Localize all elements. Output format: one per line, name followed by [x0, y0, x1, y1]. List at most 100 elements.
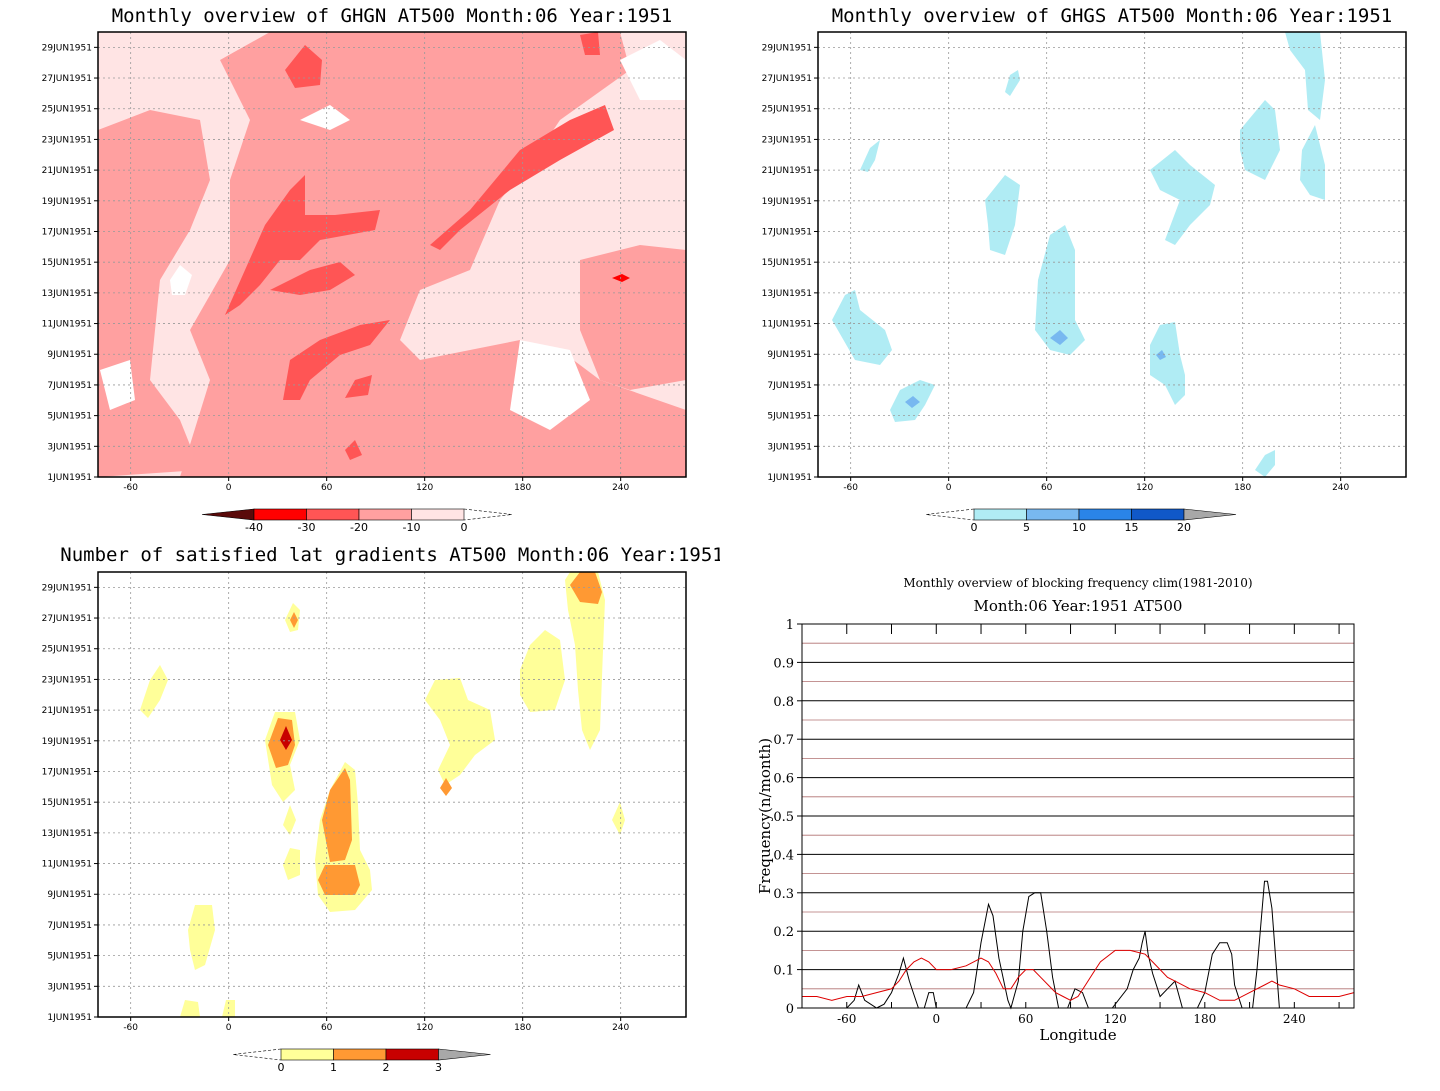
ghgs-colorbar-swatch [1078, 508, 1132, 521]
ghgn-contour-mid [285, 45, 322, 88]
ghgn-colorbar-swatch [358, 508, 412, 521]
ghgs-colorbar-tick: 15 [1125, 521, 1139, 534]
ghgs-colorbar-left-cap [925, 508, 975, 521]
ghgs-contour-light [1005, 70, 1020, 96]
ghgn-y-tick-label: 11JUN1951 [42, 320, 92, 330]
ghgn-plot-area: 1JUN1951 3JUN1951 5JUN1951 7JUN1951 9JUN1951… [42, 31, 687, 493]
freq-subtitle: Month:06 Year:1951 AT500 [974, 597, 1183, 615]
freq-y-tick-label: 0.2 [773, 925, 794, 940]
ghgs-colorbar: 0 5 10 15 20 [925, 508, 1237, 534]
ghgn-y-tick-label: 13JUN1951 [42, 289, 92, 299]
ghgn-y-tick-label: 9JUN1951 [47, 350, 92, 360]
ghgn-colorbar-swatch [253, 508, 307, 521]
ghgn-y-tick-label: 15JUN1951 [42, 258, 92, 268]
grad-y-tick-label: 13JUN1951 [42, 829, 92, 839]
ghgn-colorbar-tick: -20 [350, 521, 368, 534]
ghgs-contour-light [1255, 450, 1275, 477]
grad-x-tick-label: 120 [416, 1023, 433, 1033]
grad-y-tick-label: 9JUN1951 [47, 890, 92, 900]
ghgn-y-tick-label: 27JUN1951 [42, 74, 92, 84]
ghgs-y-tick-label: 7JUN1951 [767, 381, 812, 391]
ghgn-contour-mid [430, 105, 614, 250]
ghgn-panel: Monthly overview of GHGN AT500 Month:06 … [0, 0, 720, 540]
grad-colorbar-tick: 2 [383, 1061, 390, 1074]
ghgn-y-tick-label: 17JUN1951 [42, 227, 92, 237]
grad-colorbar-left-cap [232, 1048, 282, 1061]
grad-grid [98, 572, 686, 1018]
grad-x-tick-label: -60 [123, 1023, 138, 1033]
grad-y-tick-label: 1JUN1951 [47, 1013, 92, 1023]
grad-y-tick-label: 29JUN1951 [42, 583, 92, 593]
grad-x-tick-label: 240 [612, 1023, 629, 1033]
ghgs-contour-mid [1156, 350, 1166, 360]
grad-contour-orange [290, 612, 298, 628]
ghgs-colorbar-swatch [973, 508, 1027, 521]
grad-colorbar-swatch [333, 1048, 387, 1061]
grad-y-tick-label: 5JUN1951 [47, 952, 92, 962]
ghgs-frame [817, 31, 1407, 478]
freq-panel: Monthly overview of blocking frequency c… [720, 540, 1440, 1091]
ghgs-y-tick-label: 25JUN1951 [762, 105, 812, 115]
grad-contour-orange [322, 768, 352, 862]
ghgs-y-tick-label: 15JUN1951 [762, 258, 812, 268]
ghgn-colorbar-tick: -10 [403, 521, 421, 534]
ghgs-y-tick-label: 1JUN1951 [767, 473, 812, 483]
ghgn-contour-light [580, 245, 686, 390]
ghgs-contour-mid [1050, 330, 1068, 345]
ghgn-y-tick-label: 3JUN1951 [47, 442, 92, 452]
ghgn-y-tick-label: 5JUN1951 [47, 412, 92, 422]
ghgs-plot-area: 1JUN1951 3JUN1951 5JUN1951 7JUN1951 9JUN1951… [762, 31, 1407, 493]
ghgs-x-tick-label: 180 [1234, 483, 1251, 493]
ghgn-colorbar: -40 -30 -20 -10 0 [201, 508, 513, 534]
ghgs-y-tick-label: 9JUN1951 [767, 350, 812, 360]
ghgs-x-tick-label: 120 [1136, 483, 1153, 493]
grad-contour-yellow [565, 572, 605, 750]
grad-y-tick-label: 3JUN1951 [47, 982, 92, 992]
ghgs-contour-mid [905, 396, 920, 408]
ghgn-x-tick-label: 0 [226, 483, 232, 493]
ghgn-x-tick-label: 120 [416, 483, 433, 493]
ghgn-contour-white [300, 105, 350, 130]
ghgn-frame [97, 31, 687, 478]
ghgn-y-tick-label: 29JUN1951 [42, 43, 92, 53]
ghgn-contour-mid [345, 440, 362, 460]
grad-contour-orange [440, 778, 452, 796]
ghgn-contour-mid [283, 320, 390, 400]
ghgs-y-tick-label: 27JUN1951 [762, 74, 812, 84]
freq-chart: Monthly overview of blocking frequency c… [756, 576, 1355, 1044]
ghgn-contour-white [170, 265, 192, 295]
grad-y-tick-label: 19JUN1951 [42, 737, 92, 747]
grad-y-tick-label: 17JUN1951 [42, 767, 92, 777]
ghgs-contour-light [1035, 225, 1085, 355]
ghgs-y-tick-label: 23JUN1951 [762, 135, 812, 145]
ghgn-y-axis: 1JUN1951 3JUN1951 5JUN1951 7JUN1951 9JUN1951… [42, 43, 98, 483]
grad-y-tick-label: 25JUN1951 [42, 645, 92, 655]
ghgn-grid [98, 32, 686, 478]
grad-title: Number of satisfied lat gradients AT500 … [60, 544, 720, 566]
freq-y-axis: 0 0.1 0.2 0.3 0.4 0.5 0.6 0.7 0.8 0.9 1 [773, 618, 802, 1017]
grad-panel: Number of satisfied lat gradients AT500 … [0, 540, 720, 1091]
ghgs-colorbar-right-cap [1183, 508, 1237, 521]
freq-y-tick-label: 0.4 [773, 848, 794, 863]
grad-x-axis: -60 0 60 120 180 240 [123, 1017, 630, 1033]
grad-colorbar-tick: 1 [330, 1061, 337, 1074]
ghgs-contour-light [832, 290, 892, 365]
grad-plot-area: 1JUN1951 3JUN1951 5JUN1951 7JUN1951 9JUN1951… [42, 571, 687, 1033]
grad-contour-yellow [140, 665, 168, 718]
grad-y-tick-label: 15JUN1951 [42, 798, 92, 808]
freq-y-tick-label: 0.6 [773, 772, 794, 787]
grad-y-tick-label: 23JUN1951 [42, 675, 92, 685]
freq-x-tick-label: 120 [1104, 1012, 1127, 1026]
ghgs-contour-light [1150, 322, 1185, 405]
freq-x-tick-label: -60 [837, 1012, 856, 1026]
ghgn-colorbar-left-cap [201, 508, 255, 521]
grad-colorbar-tick: 0 [278, 1061, 285, 1074]
grad-contour-red [280, 726, 292, 750]
ghgs-contour-light [1285, 32, 1325, 120]
ghgn-y-tick-label: 7JUN1951 [47, 381, 92, 391]
freq-y-tick-label: 1 [786, 618, 794, 633]
ghgs-x-axis: -60 0 60 120 180 240 [843, 477, 1350, 493]
grad-colorbar: 0 1 2 3 [232, 1048, 491, 1074]
ghgs-y-tick-label: 13JUN1951 [762, 289, 812, 299]
grad-colorbar-tick: 3 [435, 1061, 442, 1074]
